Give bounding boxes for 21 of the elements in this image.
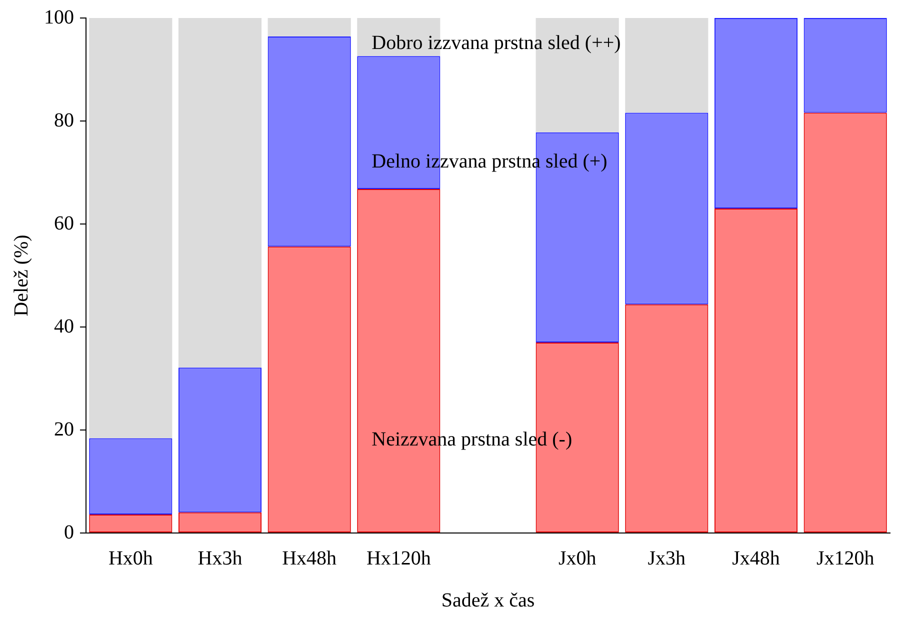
x-tick-label: Hx48h bbox=[282, 547, 337, 570]
y-tick-label: 20 bbox=[54, 418, 74, 440]
x-tick-label: Hx0h bbox=[108, 547, 153, 570]
y-tick-label: 60 bbox=[54, 212, 74, 234]
x-tick-label: Hx3h bbox=[198, 547, 242, 570]
y-tick-label: 100 bbox=[44, 6, 74, 28]
y-tick-label: 80 bbox=[54, 109, 74, 132]
bar bbox=[268, 18, 351, 37]
y-axis-title: Delež (%) bbox=[10, 234, 32, 316]
x-tick-label: Hx120h bbox=[366, 547, 431, 570]
y-tick-label: 0 bbox=[64, 521, 74, 544]
x-tick-label: Jx120h bbox=[816, 547, 874, 570]
x-axis-title: Sadež x čas bbox=[441, 589, 535, 612]
x-tick-label: Jx3h bbox=[648, 547, 686, 570]
y-tick-label: 40 bbox=[54, 315, 74, 338]
bar bbox=[178, 18, 262, 368]
series-label: Dobro izzvana prstna sled (++) bbox=[372, 32, 621, 54]
bar bbox=[625, 18, 708, 113]
bar bbox=[89, 18, 172, 438]
x-tick-label: Jx0h bbox=[558, 547, 596, 570]
x-tick-label: Jx48h bbox=[732, 547, 780, 570]
